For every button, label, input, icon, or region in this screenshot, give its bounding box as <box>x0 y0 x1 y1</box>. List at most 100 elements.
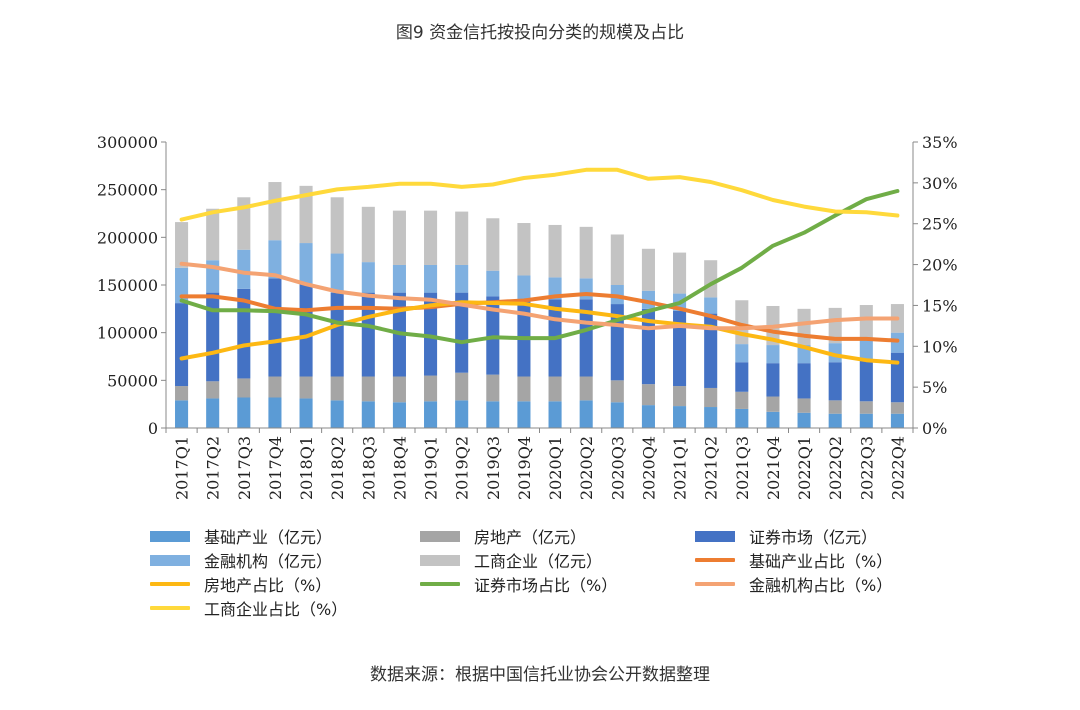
bar-1-2019Q3 <box>486 374 500 402</box>
x-tick-label: 2017Q2 <box>204 436 223 500</box>
bar-0-2021Q4 <box>766 411 780 428</box>
x-tick-label: 2021Q2 <box>702 436 721 500</box>
bar-2-2019Q1 <box>424 292 438 376</box>
bar-0-2019Q2 <box>455 400 469 428</box>
bar-2-2022Q1 <box>797 363 811 399</box>
x-tick-label: 2019Q4 <box>515 436 534 500</box>
bar-1-2020Q2 <box>579 376 593 401</box>
x-tick-label: 2018Q3 <box>359 436 378 500</box>
bar-4-2019Q1 <box>424 210 438 265</box>
bar-4-2020Q3 <box>610 234 624 285</box>
x-tick-label: 2020Q3 <box>608 436 627 500</box>
bar-1-2022Q1 <box>797 398 811 413</box>
bar-4-2017Q4 <box>268 182 282 241</box>
left-tick-label: 150000 <box>97 276 158 295</box>
legend-label: 工商企业（亿元） <box>474 552 603 571</box>
bar-1-2020Q3 <box>610 380 624 403</box>
right-tick-label: 5% <box>922 378 947 397</box>
legend-item-line-1: 房地产占比（%） <box>150 572 331 596</box>
bar-4-2020Q1 <box>548 224 562 278</box>
bar-3-2020Q1 <box>548 277 562 300</box>
x-tick-label: 2022Q3 <box>857 436 876 500</box>
bar-0-2022Q4 <box>890 413 904 428</box>
chart-plot: 0 50000 100000 150000 200000 250000 300000 0% 5%… <box>97 133 958 500</box>
bar-0-2019Q1 <box>424 401 438 428</box>
source-note: 数据来源：根据中国信托业协会公开数据整理 <box>370 665 710 685</box>
bar-0-2017Q3 <box>237 397 251 428</box>
bar-1-2018Q4 <box>392 376 406 403</box>
legend-label: 证券市场（亿元） <box>749 528 878 547</box>
bar-0-2018Q2 <box>330 400 344 428</box>
line-series-3 <box>179 261 900 331</box>
bar-0-2017Q1 <box>175 400 189 428</box>
bar-1-2017Q2 <box>206 381 220 399</box>
legend-item-line-0: 基础产业占比（%） <box>695 548 892 572</box>
bar-4-2019Q4 <box>517 223 531 276</box>
bar-3-2017Q3 <box>237 249 251 289</box>
bar-2-2022Q4 <box>890 352 904 403</box>
axes-layer: 0 50000 100000 150000 200000 250000 300000 0% 5%… <box>97 133 958 500</box>
bar-4-2020Q2 <box>579 226 593 279</box>
bar-4-2018Q4 <box>392 210 406 265</box>
bar-4-2017Q1 <box>175 222 189 268</box>
legend-item-bar-3: 金融机构（亿元） <box>150 548 332 572</box>
bar-1-2021Q2 <box>704 387 718 408</box>
legend-swatch <box>420 530 460 542</box>
bar-1-2019Q1 <box>424 375 438 402</box>
x-tick-label: 2020Q4 <box>639 436 658 500</box>
legend-label: 证券市场占比（%） <box>474 576 618 595</box>
bar-3-2021Q4 <box>766 345 780 364</box>
x-tick-label: 2021Q1 <box>671 436 690 500</box>
bar-3-2019Q3 <box>486 270 500 297</box>
right-tick-label: 15% <box>922 296 958 315</box>
bar-2-2017Q1 <box>175 303 189 387</box>
bar-0-2022Q1 <box>797 412 811 428</box>
legend-swatch <box>150 530 190 542</box>
bar-1-2022Q2 <box>828 400 842 414</box>
bar-1-2017Q4 <box>268 376 282 398</box>
legend-swatch <box>150 582 190 586</box>
right-tick-label: 30% <box>922 174 958 193</box>
bar-2-2020Q2 <box>579 299 593 377</box>
bar-4-2022Q1 <box>797 308 811 346</box>
x-tick-label: 2022Q2 <box>826 436 845 500</box>
bar-3-2022Q4 <box>890 332 904 353</box>
x-tick-label: 2019Q3 <box>484 436 503 500</box>
legend-swatch <box>695 530 735 542</box>
bar-1-2018Q2 <box>330 376 344 401</box>
x-tick-label: 2019Q2 <box>453 436 472 500</box>
line-series-0 <box>179 292 900 343</box>
x-tick-label: 2018Q2 <box>328 436 347 500</box>
line-series-2 <box>179 189 900 345</box>
legend-label: 房地产占比（%） <box>204 576 332 595</box>
bar-3-2019Q4 <box>517 275 531 300</box>
bar-2-2021Q4 <box>766 363 780 397</box>
bar-2-2019Q2 <box>455 292 469 373</box>
bar-0-2018Q3 <box>361 401 375 428</box>
bar-0-2017Q2 <box>206 398 220 428</box>
legend-item-line-4: 工商企业占比（%） <box>150 596 347 620</box>
left-tick-label: 200000 <box>97 228 158 247</box>
bar-2-2022Q3 <box>859 359 873 402</box>
left-tick-label: 250000 <box>97 181 158 200</box>
bar-0-2020Q3 <box>610 402 624 428</box>
bar-4-2022Q2 <box>828 307 842 344</box>
bar-4-2018Q2 <box>330 197 344 254</box>
bar-0-2018Q4 <box>392 402 406 428</box>
legend-swatch <box>150 554 190 566</box>
legend-swatch <box>695 582 735 586</box>
bar-4-2020Q4 <box>641 248 655 291</box>
bar-4-2019Q2 <box>455 211 469 265</box>
bar-0-2021Q1 <box>673 406 687 428</box>
bar-3-2019Q1 <box>424 264 438 293</box>
legend-swatch <box>150 606 190 610</box>
legend-label: 工商企业占比（%） <box>204 600 348 619</box>
bar-3-2018Q1 <box>299 243 313 285</box>
x-tick-label: 2022Q1 <box>795 436 814 500</box>
legend-swatch <box>695 558 735 562</box>
bar-0-2017Q4 <box>268 397 282 428</box>
x-tick-label: 2017Q4 <box>266 436 285 500</box>
lines-layer <box>179 167 900 365</box>
bar-4-2022Q3 <box>859 305 873 340</box>
legend-item-bar-4: 工商企业（亿元） <box>420 548 602 572</box>
